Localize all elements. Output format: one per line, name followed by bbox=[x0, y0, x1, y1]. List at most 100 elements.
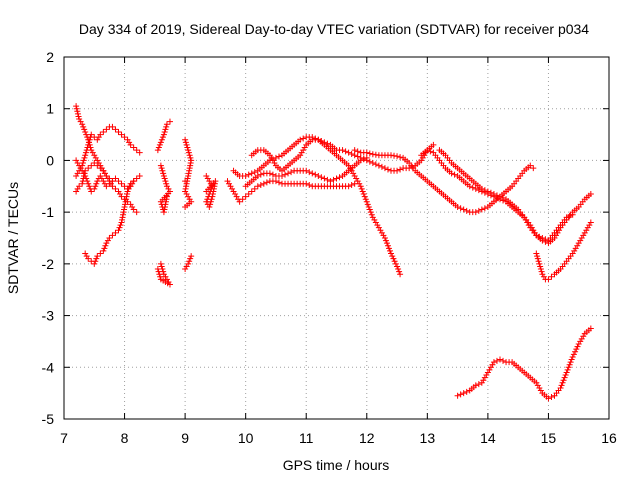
data-point bbox=[83, 147, 90, 154]
data-point bbox=[155, 268, 162, 275]
data-point bbox=[587, 219, 594, 226]
data-point bbox=[130, 178, 137, 185]
data-point bbox=[536, 260, 543, 267]
data-point bbox=[570, 351, 577, 358]
data-point bbox=[315, 136, 322, 143]
data-point bbox=[569, 211, 576, 218]
x-tick-label: 16 bbox=[601, 430, 617, 446]
data-point bbox=[133, 209, 140, 216]
x-tick-label: 7 bbox=[60, 430, 68, 446]
data-point bbox=[157, 162, 164, 169]
data-point bbox=[275, 153, 282, 160]
series-trace-i bbox=[224, 178, 358, 205]
data-point bbox=[381, 165, 388, 172]
data-point bbox=[159, 134, 166, 141]
data-point bbox=[187, 162, 194, 169]
data-point bbox=[481, 187, 488, 194]
data-point bbox=[567, 359, 574, 366]
series-trace-l bbox=[242, 154, 370, 190]
data-point bbox=[73, 105, 80, 112]
y-tick-label: -1 bbox=[42, 204, 55, 220]
data-point bbox=[375, 162, 382, 169]
data-point bbox=[383, 240, 390, 247]
data-point bbox=[86, 183, 93, 190]
series-trace-h bbox=[203, 172, 219, 210]
data-point bbox=[364, 201, 371, 208]
data-point bbox=[478, 185, 485, 192]
data-point bbox=[123, 196, 130, 203]
data-point bbox=[381, 235, 388, 241]
data-point bbox=[209, 191, 216, 198]
data-point bbox=[91, 185, 98, 192]
data-point bbox=[386, 247, 393, 254]
data-point bbox=[185, 147, 192, 154]
data-point bbox=[493, 192, 500, 199]
data-point bbox=[116, 224, 123, 231]
data-point bbox=[481, 205, 488, 212]
data-point bbox=[534, 255, 541, 262]
data-point bbox=[73, 103, 80, 110]
data-point bbox=[366, 158, 373, 165]
data-point bbox=[122, 201, 129, 208]
data-point bbox=[248, 170, 255, 177]
data-point bbox=[157, 139, 164, 146]
data-point bbox=[569, 353, 576, 360]
data-point bbox=[384, 242, 391, 249]
data-point bbox=[389, 253, 396, 260]
data-point bbox=[475, 187, 482, 194]
data-point bbox=[156, 271, 163, 278]
data-point bbox=[117, 222, 124, 229]
data-point bbox=[527, 162, 534, 169]
data-point bbox=[272, 178, 279, 185]
data-point bbox=[184, 144, 191, 151]
data-point bbox=[490, 191, 497, 198]
data-point bbox=[566, 213, 573, 220]
data-point bbox=[85, 141, 92, 148]
data-point bbox=[363, 198, 370, 205]
data-point bbox=[548, 273, 555, 280]
data-point bbox=[472, 185, 479, 192]
data-point bbox=[366, 206, 373, 213]
data-point bbox=[206, 203, 213, 210]
data-point bbox=[263, 179, 270, 186]
data-point bbox=[157, 198, 164, 205]
data-point bbox=[288, 169, 295, 176]
data-point bbox=[394, 153, 401, 160]
data-point bbox=[321, 175, 328, 182]
data-point bbox=[91, 160, 98, 167]
data-point bbox=[124, 188, 131, 195]
data-point bbox=[285, 170, 292, 177]
data-point bbox=[454, 392, 461, 399]
data-point bbox=[385, 245, 392, 252]
data-point bbox=[82, 152, 89, 159]
data-point bbox=[358, 185, 365, 192]
data-point bbox=[566, 361, 573, 368]
data-point bbox=[587, 325, 594, 332]
data-point bbox=[97, 250, 104, 257]
data-point bbox=[564, 366, 571, 373]
data-point bbox=[74, 110, 81, 117]
data-point bbox=[81, 154, 88, 161]
data-point bbox=[162, 126, 169, 133]
data-point bbox=[472, 382, 479, 389]
data-point bbox=[254, 183, 261, 190]
x-tick-label: 15 bbox=[541, 430, 557, 446]
data-point bbox=[154, 266, 161, 273]
y-tick-label: 1 bbox=[46, 101, 54, 117]
data-point bbox=[535, 258, 542, 265]
chart-title: Day 334 of 2019, Sidereal Day-to-day VTE… bbox=[79, 21, 589, 37]
data-point bbox=[537, 266, 544, 273]
data-point bbox=[397, 154, 404, 161]
x-tick-label: 9 bbox=[181, 430, 189, 446]
axis-ticks bbox=[63, 56, 610, 420]
data-point bbox=[300, 135, 307, 142]
data-point bbox=[587, 191, 594, 198]
data-point bbox=[115, 178, 122, 185]
data-point bbox=[159, 167, 166, 174]
data-point bbox=[382, 237, 389, 244]
data-point bbox=[306, 181, 313, 188]
data-point bbox=[136, 172, 143, 179]
data-point bbox=[80, 123, 87, 130]
data-point bbox=[122, 198, 129, 205]
data-point bbox=[359, 188, 366, 195]
